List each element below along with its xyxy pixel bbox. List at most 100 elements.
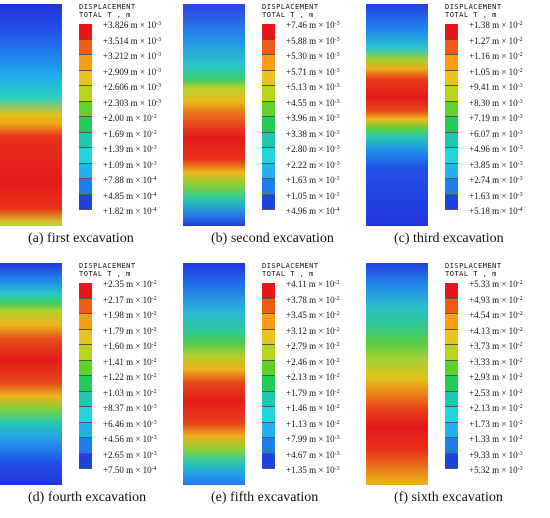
scale-value-label: +1.05 m × 10-2 bbox=[469, 66, 523, 77]
scale-value-label: +2.80 m × 10-3 bbox=[286, 144, 340, 154]
panel-caption: (e) fifth excavation bbox=[211, 490, 319, 505]
color-swatch bbox=[445, 70, 458, 86]
scale-value-label: +8.30 m × 10-3 bbox=[469, 97, 523, 108]
color-swatch bbox=[79, 376, 92, 392]
color-swatch bbox=[79, 422, 92, 438]
scale-value-label: +4.67 m × 10-3 bbox=[286, 449, 340, 460]
color-swatch bbox=[262, 298, 275, 314]
legend-title: DISPLACEMENT TOTAL T , m bbox=[445, 3, 502, 19]
color-swatch bbox=[79, 360, 92, 376]
color-swatch bbox=[262, 39, 275, 55]
legend-title-line1: DISPLACEMENT bbox=[445, 262, 502, 270]
scale-value-label: +5.71 m × 10-3 bbox=[286, 66, 340, 77]
scale-value-label: +1.82 m × 10-4 bbox=[103, 206, 157, 216]
scale-value-label: +1.46 m × 10-2 bbox=[286, 403, 340, 413]
color-swatch bbox=[79, 314, 92, 330]
color-swatch bbox=[79, 179, 92, 195]
color-swatch bbox=[262, 117, 275, 133]
scale-value-label: +3.33 m × 10-2 bbox=[469, 356, 523, 367]
panel-b: DISPLACEMENT TOTAL T , m +7.46 m × 10-3 +5.… bbox=[183, 0, 366, 259]
scale-value-label: +8.37 m × 10-3 bbox=[103, 403, 157, 413]
color-swatch bbox=[262, 148, 275, 164]
scale-value-label: +6.46 m × 10-3 bbox=[103, 418, 157, 429]
legend-title-line1: DISPLACEMENT bbox=[262, 3, 319, 11]
color-swatch bbox=[445, 422, 458, 438]
scale-value-label: +7.88 m × 10-4 bbox=[103, 175, 157, 185]
scale-value-label: +2.13 m × 10-2 bbox=[286, 372, 340, 382]
color-swatch bbox=[445, 283, 458, 299]
scale-value-label: +5.18 m × 10-4 bbox=[469, 206, 523, 216]
scale-value-label: +3.96 m × 10-3 bbox=[286, 113, 340, 123]
color-swatch bbox=[79, 283, 92, 299]
color-swatch bbox=[445, 148, 458, 164]
scale-value-label: +1.03 m × 10-2 bbox=[103, 387, 157, 398]
color-swatch bbox=[262, 179, 275, 195]
color-swatch bbox=[445, 376, 458, 392]
panel-f: DISPLACEMENT TOTAL T , m +5.33 m × 10-2 +4.… bbox=[366, 259, 549, 518]
legend-title-line2: TOTAL T , m bbox=[445, 11, 497, 19]
scale-value-label: +1.38 m × 10-2 bbox=[469, 20, 523, 30]
panel-e: DISPLACEMENT TOTAL T , m +4.11 m × 10-2 +3.… bbox=[183, 259, 366, 518]
panel-d: DISPLACEMENT TOTAL T , m +2.35 m × 10-2 +2.… bbox=[0, 259, 183, 518]
color-swatch bbox=[445, 132, 458, 148]
displacement-contour-band bbox=[183, 4, 245, 226]
color-swatch bbox=[262, 453, 275, 469]
scale-value-label: +2.303 m × 10-3 bbox=[103, 97, 162, 108]
color-swatch bbox=[445, 407, 458, 423]
legend-title: DISPLACEMENT TOTAL T , m bbox=[262, 262, 319, 278]
scale-value-label: +2.79 m × 10-2 bbox=[286, 341, 340, 351]
legend-title: DISPLACEMENT TOTAL T , m bbox=[262, 3, 319, 19]
legend-title-line1: DISPLACEMENT bbox=[79, 262, 136, 270]
color-swatch bbox=[79, 132, 92, 148]
scale-value-label: +3.85 m × 10-3 bbox=[469, 159, 523, 170]
scale-value-label: +2.22 m × 10-3 bbox=[286, 159, 340, 170]
scale-value-label: +3.212 m × 10-3 bbox=[103, 51, 162, 61]
legend-title-line1: DISPLACEMENT bbox=[79, 3, 136, 11]
scale-value-label: +6.07 m × 10-3 bbox=[469, 128, 523, 139]
color-swatch bbox=[262, 55, 275, 71]
scale-value-label: +9.33 m × 10-3 bbox=[469, 449, 523, 460]
scale-value-label: +7.19 m × 10-3 bbox=[469, 113, 523, 123]
color-swatch bbox=[79, 148, 92, 164]
color-swatch bbox=[79, 39, 92, 55]
displacement-contour-band bbox=[0, 4, 62, 226]
scale-value-label: +3.514 m × 10-3 bbox=[103, 35, 162, 46]
scale-value-label: +5.88 m × 10-3 bbox=[286, 35, 340, 46]
legend-title: DISPLACEMENT TOTAL T , m bbox=[445, 262, 502, 278]
legend-title-line1: DISPLACEMENT bbox=[262, 262, 319, 270]
scale-value-label: +2.606 m × 10-3 bbox=[103, 82, 162, 92]
panel-caption: (b) second excavation bbox=[211, 231, 334, 246]
color-swatch bbox=[262, 24, 275, 40]
color-swatch bbox=[445, 298, 458, 314]
scale-value-label: +2.53 m × 10-2 bbox=[469, 387, 523, 398]
scale-value-label: +2.46 m × 10-2 bbox=[286, 356, 340, 367]
scale-value-label: +3.73 m × 10-2 bbox=[469, 341, 523, 351]
color-swatch bbox=[262, 314, 275, 330]
scale-value-label: +1.16 m × 10-2 bbox=[469, 51, 523, 61]
color-swatch bbox=[79, 86, 92, 102]
scale-value-label: +3.826 m × 10-3 bbox=[103, 20, 162, 30]
color-swatch bbox=[445, 314, 458, 330]
scale-value-label: +1.63 m × 10-3 bbox=[286, 175, 340, 185]
color-swatch bbox=[79, 407, 92, 423]
color-swatch bbox=[262, 438, 275, 454]
displacement-contour-band bbox=[366, 4, 428, 226]
scale-value-label: +1.41 m × 10-2 bbox=[103, 356, 157, 367]
scale-value-label: +4.96 m × 10-3 bbox=[469, 144, 523, 154]
scale-value-label: +1.63 m × 10-3 bbox=[469, 190, 523, 201]
color-swatch bbox=[79, 391, 92, 407]
color-swatch bbox=[262, 391, 275, 407]
scale-value-label: +2.93 m × 10-2 bbox=[469, 372, 523, 382]
scale-value-label: +2.74 m × 10-3 bbox=[469, 175, 523, 185]
color-swatch bbox=[262, 407, 275, 423]
scale-value-label: +2.17 m × 10-2 bbox=[103, 294, 157, 305]
color-swatch bbox=[79, 163, 92, 179]
scale-value-label: +1.05 m × 10-3 bbox=[286, 190, 340, 201]
color-swatch bbox=[262, 86, 275, 102]
scale-value-label: +1.22 m × 10-2 bbox=[103, 372, 157, 382]
color-swatch bbox=[445, 360, 458, 376]
scale-value-label: +1.33 m × 10-2 bbox=[469, 434, 523, 444]
color-swatch bbox=[79, 453, 92, 469]
color-swatch bbox=[445, 345, 458, 361]
scale-value-label: +3.45 m × 10-2 bbox=[286, 310, 340, 320]
